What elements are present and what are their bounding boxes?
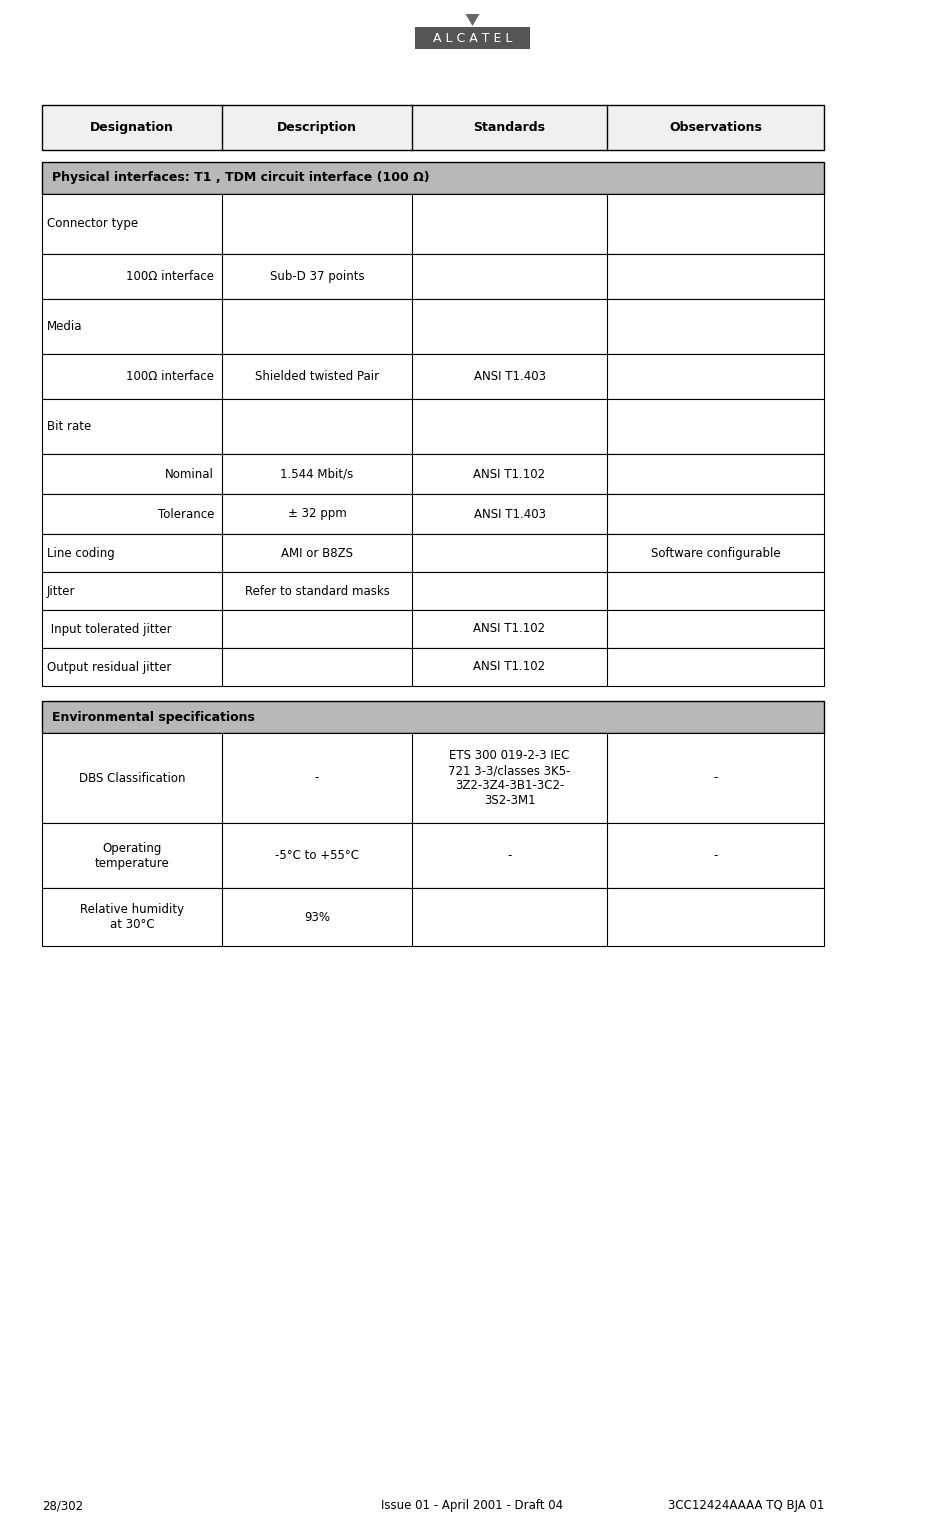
Text: Environmental specifications: Environmental specifications bbox=[52, 711, 255, 723]
Text: A L C A T E L: A L C A T E L bbox=[432, 32, 512, 44]
Bar bbox=[42, 648, 823, 686]
Bar bbox=[42, 254, 823, 299]
Bar bbox=[42, 733, 823, 824]
Text: Connector type: Connector type bbox=[47, 217, 138, 231]
Bar bbox=[42, 571, 823, 610]
Bar bbox=[42, 354, 823, 399]
Text: Operating
temperature: Operating temperature bbox=[94, 842, 169, 869]
Bar bbox=[42, 494, 823, 533]
Text: DBS Classification: DBS Classification bbox=[78, 772, 185, 784]
Text: Physical interfaces: T1 , TDM circuit interface (100 Ω): Physical interfaces: T1 , TDM circuit in… bbox=[52, 171, 430, 185]
Text: ANSI T1.102: ANSI T1.102 bbox=[473, 660, 545, 674]
Text: Media: Media bbox=[47, 319, 82, 333]
Bar bbox=[42, 194, 823, 254]
Text: 1.544 Mbit/s: 1.544 Mbit/s bbox=[280, 468, 353, 480]
Bar bbox=[42, 533, 823, 571]
Text: 100Ω interface: 100Ω interface bbox=[126, 270, 213, 283]
Text: ANSI T1.102: ANSI T1.102 bbox=[473, 468, 545, 480]
Bar bbox=[42, 399, 823, 454]
Text: 3CC12424AAAA TQ BJA 01: 3CC12424AAAA TQ BJA 01 bbox=[666, 1499, 823, 1513]
Text: Observations: Observations bbox=[668, 121, 761, 134]
Text: Issue 01 - April 2001 - Draft 04: Issue 01 - April 2001 - Draft 04 bbox=[381, 1499, 563, 1513]
Text: ANSI T1.403: ANSI T1.403 bbox=[473, 507, 545, 521]
Bar bbox=[414, 28, 530, 49]
Text: -: - bbox=[507, 850, 511, 862]
Bar bbox=[42, 299, 823, 354]
Text: 28/302: 28/302 bbox=[42, 1499, 83, 1513]
Text: Jitter: Jitter bbox=[47, 585, 76, 597]
Text: AMI or B8ZS: AMI or B8ZS bbox=[280, 547, 353, 559]
Text: ANSI T1.403: ANSI T1.403 bbox=[473, 370, 545, 384]
Text: -: - bbox=[713, 850, 716, 862]
Bar bbox=[42, 701, 823, 733]
Text: Output residual jitter: Output residual jitter bbox=[47, 660, 171, 674]
Text: 93%: 93% bbox=[304, 911, 329, 923]
Text: ANSI T1.102: ANSI T1.102 bbox=[473, 622, 545, 636]
Text: Bit rate: Bit rate bbox=[47, 420, 92, 432]
Text: Nominal: Nominal bbox=[165, 468, 213, 480]
Text: Software configurable: Software configurable bbox=[650, 547, 780, 559]
Text: Sub-D 37 points: Sub-D 37 points bbox=[269, 270, 364, 283]
Text: Refer to standard masks: Refer to standard masks bbox=[244, 585, 389, 597]
Text: Tolerance: Tolerance bbox=[158, 507, 213, 521]
Text: ± 32 ppm: ± 32 ppm bbox=[287, 507, 346, 521]
Bar bbox=[42, 454, 823, 494]
Text: 100Ω interface: 100Ω interface bbox=[126, 370, 213, 384]
Bar bbox=[42, 105, 823, 150]
Polygon shape bbox=[465, 14, 479, 26]
Text: Relative humidity
at 30°C: Relative humidity at 30°C bbox=[80, 903, 184, 931]
Text: Input tolerated jitter: Input tolerated jitter bbox=[47, 622, 172, 636]
Bar bbox=[42, 162, 823, 194]
Text: Shielded twisted Pair: Shielded twisted Pair bbox=[255, 370, 379, 384]
Text: Standards: Standards bbox=[473, 121, 545, 134]
Text: Line coding: Line coding bbox=[47, 547, 114, 559]
Bar bbox=[42, 888, 823, 946]
Text: Designation: Designation bbox=[90, 121, 174, 134]
Text: -: - bbox=[713, 772, 716, 784]
Bar bbox=[42, 610, 823, 648]
Text: -5°C to +55°C: -5°C to +55°C bbox=[275, 850, 359, 862]
Bar bbox=[42, 824, 823, 888]
Text: -: - bbox=[314, 772, 319, 784]
Text: ETS 300 019-2-3 IEC
721 3-3/classes 3K5-
3Z2-3Z4-3B1-3C2-
3S2-3M1: ETS 300 019-2-3 IEC 721 3-3/classes 3K5-… bbox=[447, 749, 570, 807]
Text: Description: Description bbox=[277, 121, 357, 134]
